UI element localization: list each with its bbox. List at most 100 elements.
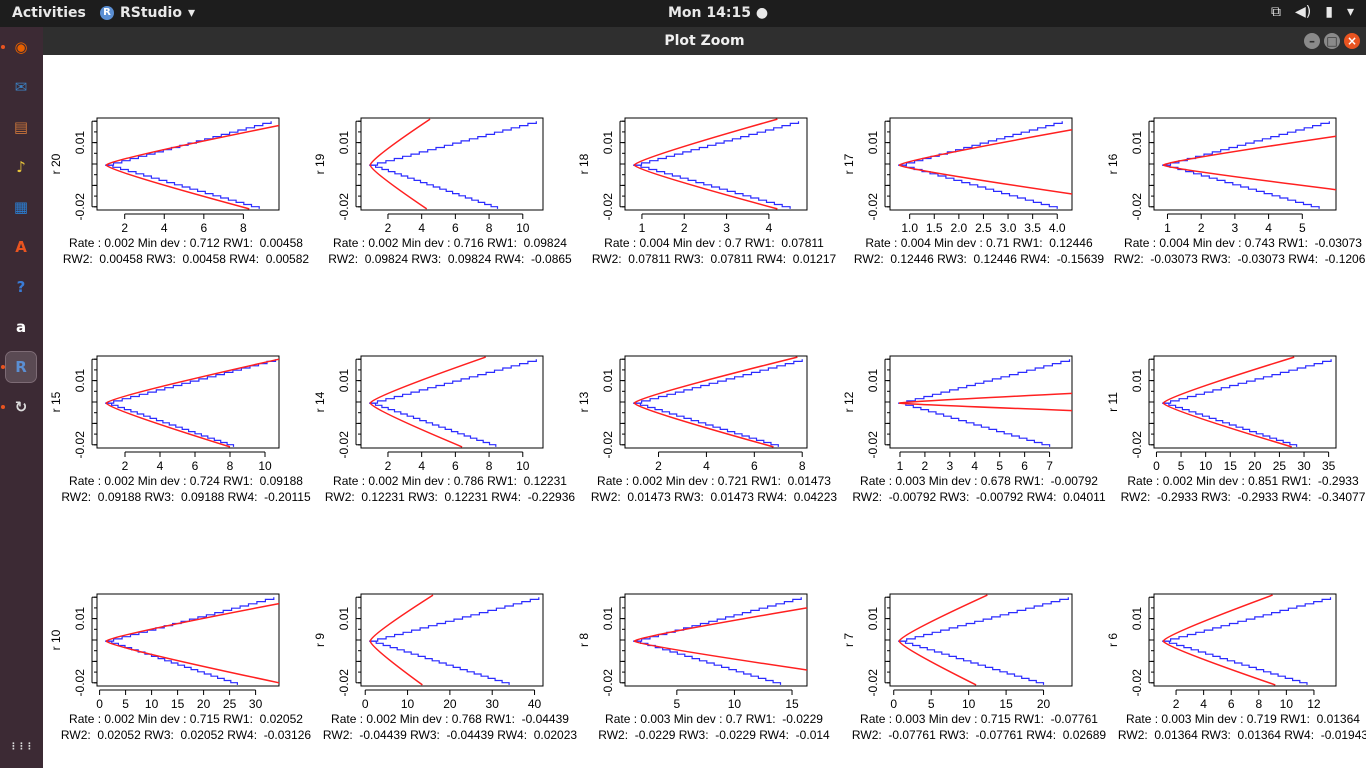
chevron-down-icon: ▾ — [187, 5, 195, 21]
observed-series-line — [105, 164, 260, 209]
panel-caption-line2: RW2: 0.09188 RW3: 0.09188 RW4: -0.20115 — [61, 490, 311, 504]
close-button[interactable]: × — [1344, 33, 1360, 49]
fitted-series-line — [899, 402, 1073, 412]
firefox-icon[interactable]: ◉ — [14, 38, 28, 56]
x-tick-label: 1 — [639, 221, 646, 235]
observed-series-line — [1162, 640, 1308, 685]
clock[interactable]: Mon 14:15 ● — [668, 5, 768, 21]
y-tick-label: 0.01 — [337, 131, 351, 155]
window-controls: – □ × — [1304, 33, 1360, 49]
y-tick-label: -0.02 — [601, 669, 615, 697]
software-bag-icon[interactable]: A — [15, 238, 27, 256]
y-axis-label: r 14 — [313, 391, 327, 412]
panel-caption-line2: RW2: -0.03073 RW3: -0.03073 RW4: -0.1206… — [1114, 252, 1366, 266]
y-tick-label: -0.02 — [73, 431, 87, 459]
x-tick-label: 2 — [1198, 221, 1205, 235]
y-tick-label: -0.02 — [337, 193, 351, 221]
fitted-series-line — [369, 164, 428, 210]
fitted-series-line — [369, 118, 431, 166]
fitted-series-line — [369, 640, 423, 686]
panel-caption-line1: Rate : 0.003 Min dev : 0.719 RW1: 0.0136… — [1126, 712, 1360, 726]
panel-caption-line2: RW2: -0.04439 RW3: -0.04439 RW4: 0.02023 — [323, 728, 577, 742]
panel-caption-line2: RW2: -0.07761 RW3: -0.07761 RW4: 0.02689 — [852, 728, 1106, 742]
plot-frame — [96, 593, 280, 687]
x-tick-label: 4 — [1265, 221, 1272, 235]
x-tick-label: 5 — [673, 697, 680, 711]
y-axis-label: r 20 — [49, 153, 63, 174]
plot-frame — [624, 117, 808, 211]
document-icon[interactable]: ▦ — [13, 198, 29, 216]
x-tick-label: 8 — [486, 221, 493, 235]
x-tick-label: 20 — [1037, 697, 1051, 711]
y-tick-label: 0.01 — [1130, 131, 1144, 155]
updates-icon[interactable]: ↻ — [14, 398, 28, 416]
fitted-series-line — [898, 129, 1073, 166]
y-tick-label: 0.01 — [1130, 369, 1144, 393]
amazon-icon[interactable]: a — [15, 318, 27, 336]
x-tick-label: 1 — [897, 459, 904, 473]
x-tick-label: 5 — [1178, 459, 1185, 473]
x-tick-label: 8 — [227, 459, 234, 473]
x-tick-label: 4 — [1200, 697, 1207, 711]
activities-button[interactable]: Activities — [12, 5, 86, 21]
panel-caption-line2: RW2: 0.02052 RW3: 0.02052 RW4: -0.03126 — [61, 728, 311, 742]
fitted-series-line — [1162, 135, 1337, 166]
chevron-down-icon: ▾ — [1346, 4, 1354, 20]
panel-caption-line2: RW2: 0.09824 RW3: 0.09824 RW4: -0.0865 — [328, 252, 572, 266]
x-tick-label: 5 — [928, 697, 935, 711]
observed-series-line — [369, 121, 537, 166]
x-tick-label: 4 — [161, 221, 168, 235]
observed-series-line — [1162, 597, 1332, 642]
running-indicator-icon — [1, 45, 5, 49]
x-tick-label: 8 — [799, 459, 806, 473]
maximize-button[interactable]: □ — [1324, 33, 1340, 49]
x-tick-label: 10 — [962, 697, 976, 711]
panel-caption-line1: Rate : 0.002 Min dev : 0.786 RW1: 0.1223… — [333, 474, 567, 488]
running-indicator-icon — [1, 365, 5, 369]
x-tick-label: 12 — [1307, 697, 1321, 711]
observed-series-line — [898, 121, 1063, 166]
panel-caption-line1: Rate : 0.002 Min dev : 0.716 RW1: 0.0982… — [333, 236, 567, 250]
battery-icon: ▮ — [1325, 4, 1333, 20]
y-axis-label: r 12 — [842, 391, 856, 412]
rstudio-icon[interactable]: R — [5, 351, 37, 383]
fitted-series-line — [633, 607, 808, 642]
y-tick-label: -0.02 — [337, 669, 351, 697]
observed-series-line — [369, 640, 510, 685]
y-tick-label: -0.02 — [73, 669, 87, 697]
observed-series-line — [898, 359, 1071, 404]
rstudio-app-icon: R — [100, 6, 114, 20]
fitted-series-line — [1162, 164, 1337, 191]
mail-icon[interactable]: ✉ — [14, 78, 28, 96]
y-tick-label: -0.02 — [1130, 193, 1144, 221]
fitted-series-line — [369, 594, 434, 642]
minimize-button[interactable]: – — [1304, 33, 1320, 49]
music-icon[interactable]: ♪ — [16, 158, 26, 176]
y-tick-label: -0.02 — [1130, 669, 1144, 697]
app-menu[interactable]: R RStudio ▾ — [100, 5, 195, 21]
y-tick-label: 0.01 — [1130, 607, 1144, 631]
panel-caption-line1: Rate : 0.004 Min dev : 0.71 RW1: 0.12446 — [865, 236, 1093, 250]
y-axis-label: r 15 — [49, 391, 63, 412]
x-tick-label: 4 — [766, 221, 773, 235]
panel-caption-line1: Rate : 0.002 Min dev : 0.851 RW1: -0.293… — [1127, 474, 1359, 488]
x-tick-label: 2 — [121, 221, 128, 235]
x-tick-label: 20 — [443, 697, 457, 711]
panel-caption-line2: RW2: -0.00792 RW3: -0.00792 RW4: 0.04011 — [852, 490, 1106, 504]
plot-frame — [1153, 117, 1337, 211]
help-icon[interactable]: ? — [16, 278, 26, 296]
files-icon[interactable]: ▤ — [13, 118, 29, 136]
x-tick-label: 10 — [516, 459, 530, 473]
y-tick-label: 0.01 — [337, 607, 351, 631]
observed-series-line — [369, 402, 497, 447]
x-tick-label: 40 — [528, 697, 542, 711]
x-tick-label: 2 — [385, 221, 392, 235]
grid-icon[interactable]: ⋮⋮⋮ — [9, 742, 34, 752]
system-tray[interactable]: ⧉ ◀) ▮ ▾ — [1271, 4, 1354, 20]
fitted-series-line — [105, 124, 280, 166]
